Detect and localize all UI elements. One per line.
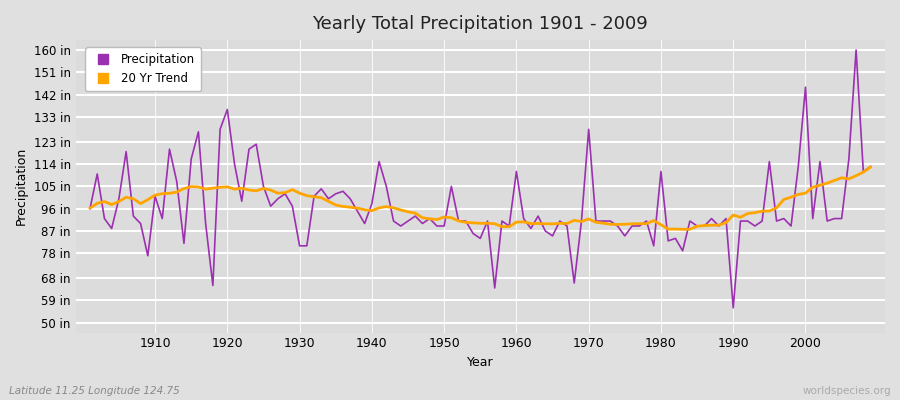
Title: Yearly Total Precipitation 1901 - 2009: Yearly Total Precipitation 1901 - 2009 [312,15,648,33]
X-axis label: Year: Year [467,356,493,369]
Legend: Precipitation, 20 Yr Trend: Precipitation, 20 Yr Trend [86,48,201,91]
Text: Latitude 11.25 Longitude 124.75: Latitude 11.25 Longitude 124.75 [9,386,180,396]
Text: worldspecies.org: worldspecies.org [803,386,891,396]
Y-axis label: Precipitation: Precipitation [15,147,28,226]
